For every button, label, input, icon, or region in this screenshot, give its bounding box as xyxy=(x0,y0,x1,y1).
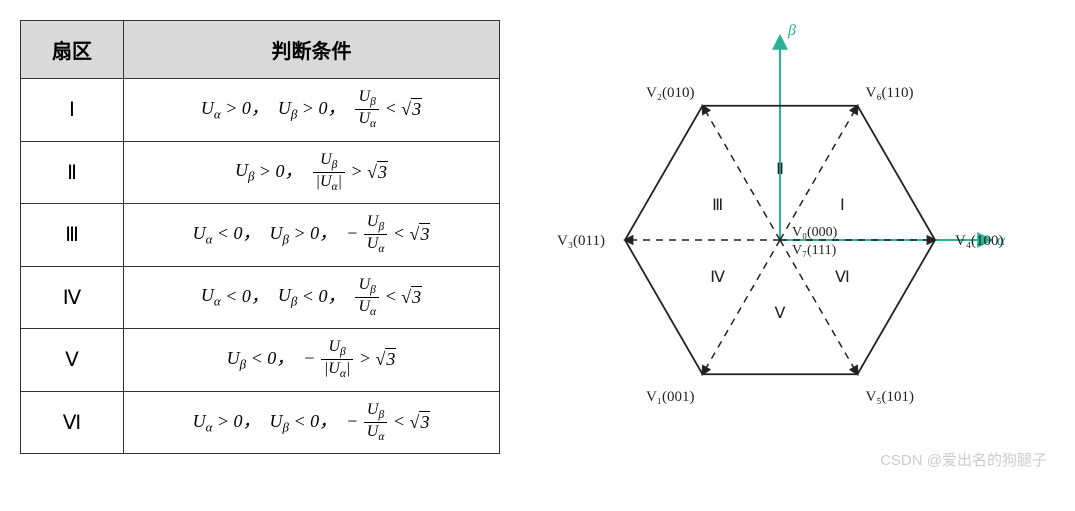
condition-cell: Uβ > 0， Uβ|Uα| > 3 xyxy=(124,141,500,204)
sector-cell: Ⅳ xyxy=(21,266,124,329)
sector-cell: Ⅵ xyxy=(21,391,124,454)
sector-cell: Ⅱ xyxy=(21,141,124,204)
svg-text:V₀(000): V₀(000) xyxy=(792,225,838,240)
header-condition: 判断条件 xyxy=(124,21,500,79)
svg-text:Ⅰ: Ⅰ xyxy=(840,197,845,214)
svg-text:β: β xyxy=(787,22,796,39)
svg-text:V₄(100): V₄(100) xyxy=(955,233,1004,249)
svg-text:Ⅱ: Ⅱ xyxy=(776,161,784,178)
sector-cell: Ⅲ xyxy=(21,204,124,267)
condition-cell: Uα < 0， Uβ < 0， UβUα < 3 xyxy=(124,266,500,329)
svg-text:Ⅳ: Ⅳ xyxy=(710,269,725,286)
header-sector: 扇区 xyxy=(21,21,124,79)
svg-text:V₂(010): V₂(010) xyxy=(646,85,695,101)
condition-cell: Uα > 0， Uβ > 0， UβUα < 3 xyxy=(124,79,500,142)
sector-cell: Ⅴ xyxy=(21,329,124,392)
sector-cell: Ⅰ xyxy=(21,79,124,142)
svg-text:V₆(110): V₆(110) xyxy=(866,85,914,101)
condition-cell: Uα < 0， Uβ > 0， − UβUα < 3 xyxy=(124,204,500,267)
svg-text:Ⅲ: Ⅲ xyxy=(712,197,723,214)
svg-text:Ⅴ: Ⅴ xyxy=(775,305,786,322)
condition-cell: Uβ < 0， − Uβ|Uα| > 3 xyxy=(124,329,500,392)
sector-condition-table: 扇区 判断条件 ⅠUα > 0， Uβ > 0， UβUα < 3ⅡUβ > 0… xyxy=(20,20,500,454)
svg-text:Ⅵ: Ⅵ xyxy=(835,269,850,286)
watermark: CSDN @爱出名的狗腿子 xyxy=(880,449,1047,470)
svg-text:V₇(111): V₇(111) xyxy=(792,243,837,258)
svg-text:V₃(011): V₃(011) xyxy=(557,233,605,249)
condition-cell: Uα > 0， Uβ < 0， − UβUα < 3 xyxy=(124,391,500,454)
svg-text:V₅(101): V₅(101) xyxy=(866,389,915,405)
svg-text:V₁(001): V₁(001) xyxy=(646,389,695,405)
svpwm-hexagon-diagram: αβV₄(100)V₆(110)V₂(010)V₃(011)V₁(001)V₅(… xyxy=(540,20,1020,460)
